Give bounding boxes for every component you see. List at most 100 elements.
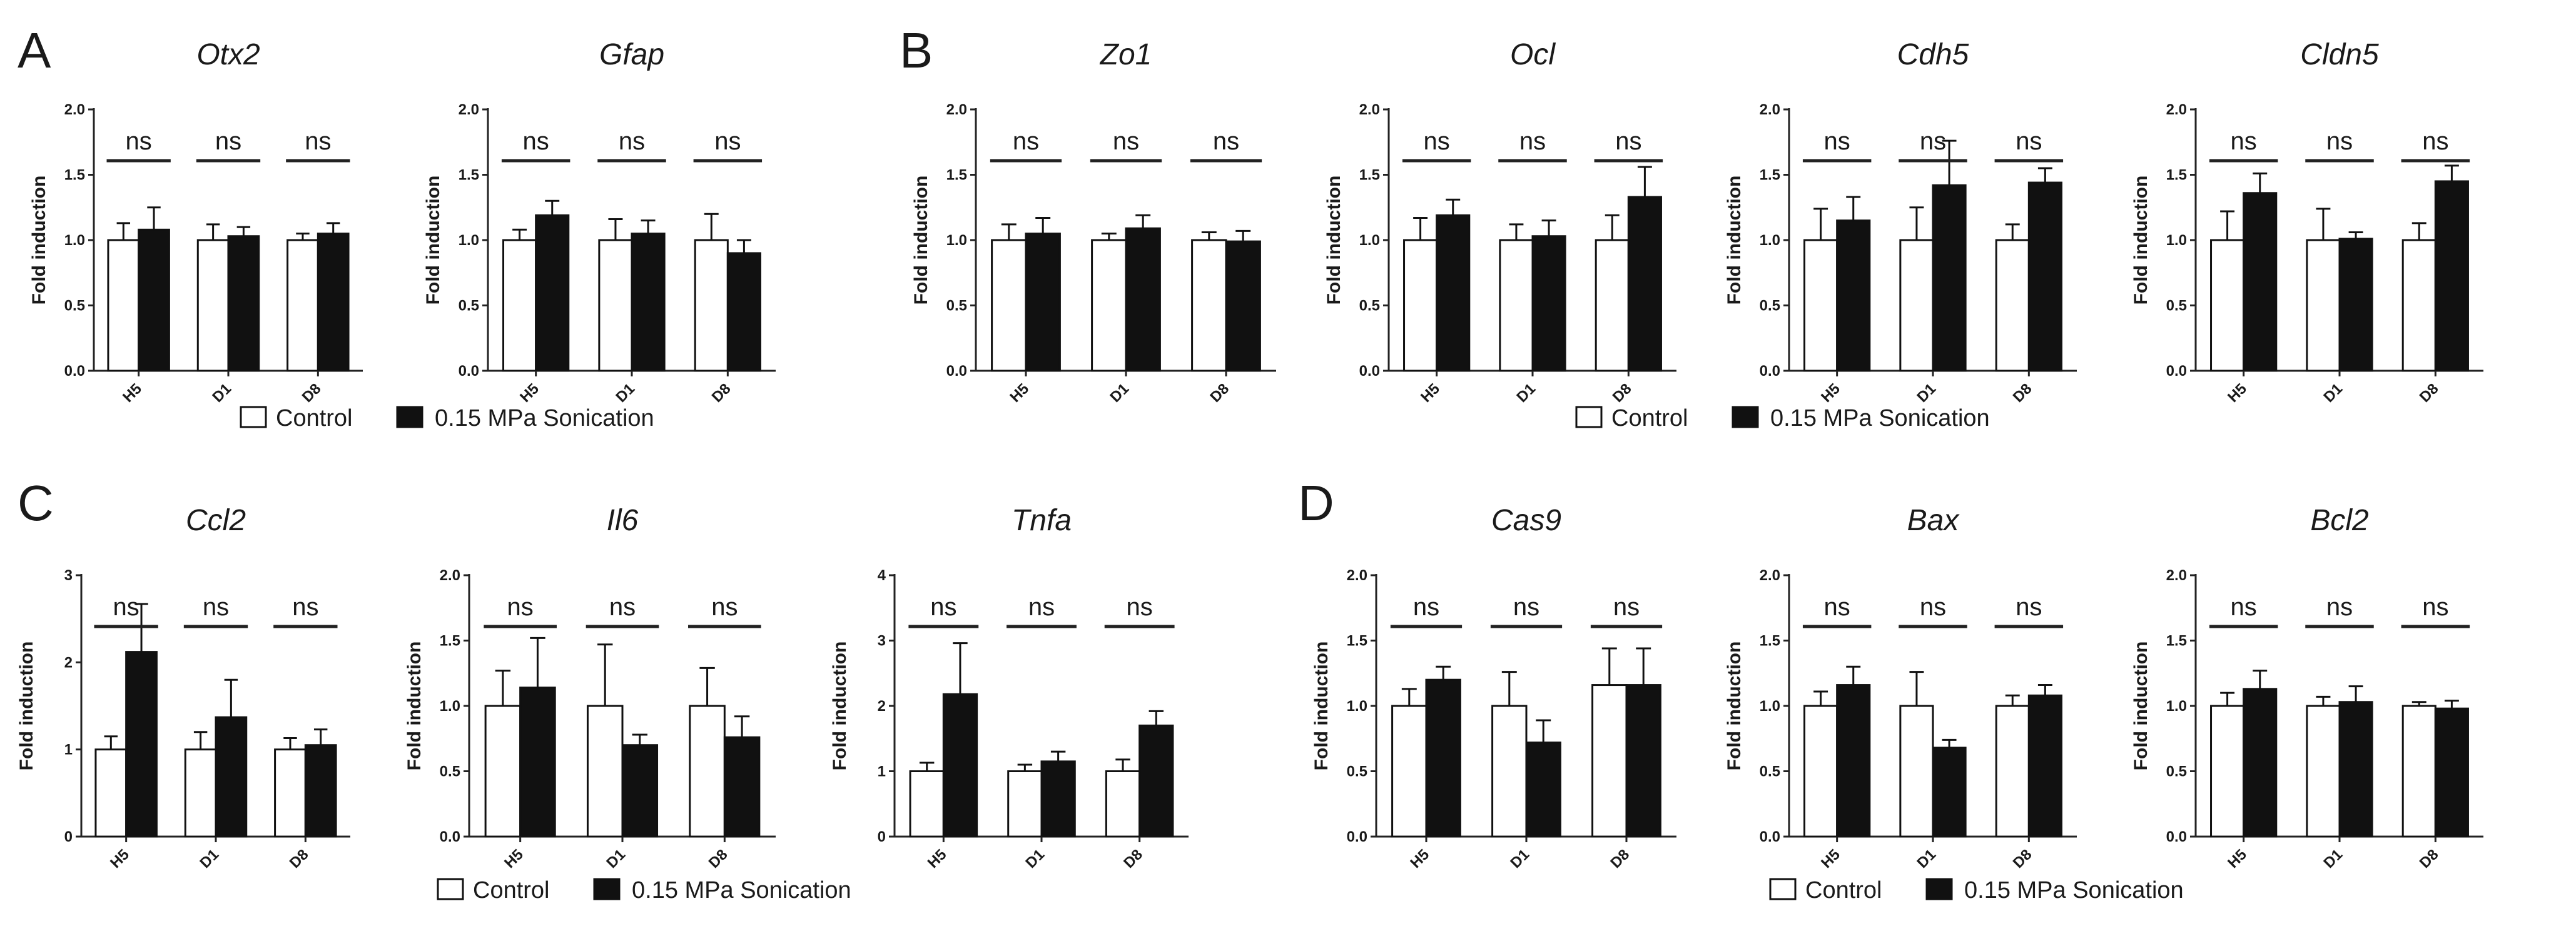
significance-label: ns bbox=[1127, 593, 1153, 621]
y-tick-label: 1.0 bbox=[2166, 232, 2187, 249]
x-tick-label: D8 bbox=[706, 846, 731, 872]
legend-b: Control 0.15 MPa Sonication bbox=[1575, 405, 1990, 431]
significance-label: ns bbox=[2422, 128, 2448, 155]
bar-control bbox=[1899, 705, 1934, 838]
legend-label-sonication: 0.15 MPa Sonication bbox=[632, 877, 851, 903]
x-tick-label: H5 bbox=[925, 846, 950, 872]
panel-letter-a: A bbox=[18, 23, 51, 78]
legend-swatch-control bbox=[240, 406, 267, 428]
bar-control bbox=[2210, 239, 2245, 372]
significance-label: ns bbox=[2326, 593, 2353, 621]
significance-label: ns bbox=[1613, 593, 1640, 621]
legend-c: Control 0.15 MPa Sonication bbox=[437, 877, 851, 903]
legend-swatch-sonication bbox=[1925, 878, 1953, 900]
y-tick-label: 2.0 bbox=[459, 101, 479, 118]
y-tick-label: 1 bbox=[64, 742, 73, 758]
y-tick-label: 1.0 bbox=[459, 232, 479, 249]
legend-label-sonication: 0.15 MPa Sonication bbox=[1964, 877, 2184, 903]
significance-label: ns bbox=[1615, 128, 1641, 155]
y-tick-label: 1.5 bbox=[1760, 167, 1780, 184]
legend-label-control: Control bbox=[1805, 877, 1882, 903]
y-tick-label: 2.0 bbox=[64, 101, 85, 118]
significance-label: ns bbox=[1920, 593, 1946, 621]
y-tick-label: 0.0 bbox=[946, 363, 967, 380]
y-tick-label: 0.0 bbox=[1359, 363, 1380, 380]
bar-control bbox=[484, 705, 522, 838]
bar-sonication bbox=[1932, 184, 1967, 372]
y-axis-label: Fold induction bbox=[2131, 642, 2151, 771]
legend-swatch-sonication bbox=[396, 406, 423, 428]
bar-sonication bbox=[631, 233, 666, 372]
bar-control bbox=[1391, 705, 1427, 838]
bar-control bbox=[2210, 705, 2245, 838]
x-tick-label: D1 bbox=[1107, 380, 1132, 406]
chart-il6: Il6 0.0 0.5 1.0 1.5 2.0 Fold induction H5 ns D1 ns… bbox=[404, 504, 776, 872]
significance-label: ns bbox=[305, 128, 331, 155]
significance-label: ns bbox=[1113, 128, 1139, 155]
bar-control bbox=[1803, 239, 1838, 372]
bar-sonication bbox=[1836, 684, 1871, 838]
significance-label: ns bbox=[1824, 593, 1850, 621]
y-tick-label: 2.0 bbox=[2166, 101, 2187, 118]
bar-sonication bbox=[304, 744, 337, 838]
panel-letter-b: B bbox=[900, 23, 933, 78]
bar-control bbox=[1191, 239, 1227, 372]
x-tick-label: D1 bbox=[209, 380, 235, 406]
legend-swatch-sonication bbox=[593, 878, 621, 900]
chart-bcl2: Bcl2 0.0 0.5 1.0 1.5 2.0 Fold induction H5 ns D1 n… bbox=[2131, 504, 2483, 872]
y-tick-label: 1.5 bbox=[1359, 167, 1380, 184]
y-tick-label: 2.0 bbox=[2166, 567, 2187, 584]
bar-sonication bbox=[942, 693, 978, 838]
y-tick-label: 2.0 bbox=[946, 101, 967, 118]
chart-cdh5: Cdh5 0.0 0.5 1.0 1.5 2.0 Fold induction H5 ns D1 n… bbox=[1724, 38, 2077, 406]
y-tick-label: 1.5 bbox=[1347, 633, 1367, 650]
x-tick-label: D8 bbox=[287, 846, 312, 872]
bar-sonication bbox=[2027, 694, 2062, 838]
significance-label: ns bbox=[1920, 128, 1946, 155]
significance-label: ns bbox=[2231, 128, 2257, 155]
significance-label: ns bbox=[2326, 128, 2353, 155]
bar-control bbox=[1595, 239, 1630, 372]
bar-control bbox=[196, 239, 230, 372]
x-tick-label: D8 bbox=[709, 380, 734, 406]
chart-otx2: Otx2 0.0 0.5 1.0 1.5 2.0 Fold induction H5 ns D1 n… bbox=[29, 38, 363, 406]
bar-control bbox=[287, 239, 319, 372]
chart-title: Tnfa bbox=[1012, 504, 1072, 537]
y-tick-label: 0.0 bbox=[1760, 363, 1780, 380]
chart-ocl: Ocl 0.0 0.5 1.0 1.5 2.0 Fold induction H5 ns D1 ns… bbox=[1324, 38, 1676, 406]
y-tick-label: 1.0 bbox=[1347, 698, 1367, 715]
bar-control bbox=[184, 748, 217, 838]
y-tick-label: 1.5 bbox=[440, 633, 460, 650]
bar-sonication bbox=[1225, 240, 1261, 372]
legends-layer: Control 0.15 MPa Sonication Control 0.15 MP… bbox=[240, 405, 2184, 903]
y-tick-label: 0.0 bbox=[64, 363, 85, 380]
bar-control bbox=[2306, 705, 2341, 838]
bar-sonication bbox=[1025, 233, 1061, 372]
significance-label: ns bbox=[203, 593, 229, 621]
significance-label: ns bbox=[1013, 128, 1039, 155]
bar-sonication bbox=[2027, 181, 2062, 372]
x-tick-label: D8 bbox=[2010, 846, 2036, 872]
bar-control bbox=[94, 748, 128, 838]
y-tick-label: 0.0 bbox=[1347, 828, 1367, 845]
bar-control bbox=[1899, 239, 1934, 372]
y-tick-label: 2 bbox=[64, 654, 73, 671]
y-tick-label: 0.5 bbox=[2166, 298, 2187, 315]
y-axis-label: Fold induction bbox=[423, 176, 444, 305]
significance-label: ns bbox=[523, 128, 549, 155]
y-tick-label: 0.0 bbox=[2166, 828, 2187, 845]
significance-label: ns bbox=[292, 593, 318, 621]
x-tick-label: D1 bbox=[603, 846, 629, 872]
bar-control bbox=[2306, 239, 2341, 372]
bar-control bbox=[1591, 684, 1628, 838]
y-axis-label: Fold induction bbox=[1311, 642, 1332, 771]
bar-control bbox=[586, 705, 624, 838]
legend-label-control: Control bbox=[473, 877, 550, 903]
y-tick-label: 1.5 bbox=[946, 167, 967, 184]
x-tick-label: D1 bbox=[1914, 380, 1939, 406]
y-axis-label: Fold induction bbox=[911, 176, 931, 305]
bar-sonication bbox=[726, 252, 761, 372]
y-tick-label: 1.5 bbox=[1760, 633, 1780, 650]
chart-gfap: Gfap 0.0 0.5 1.0 1.5 2.0 Fold induction H5 ns D1 n… bbox=[423, 38, 776, 406]
